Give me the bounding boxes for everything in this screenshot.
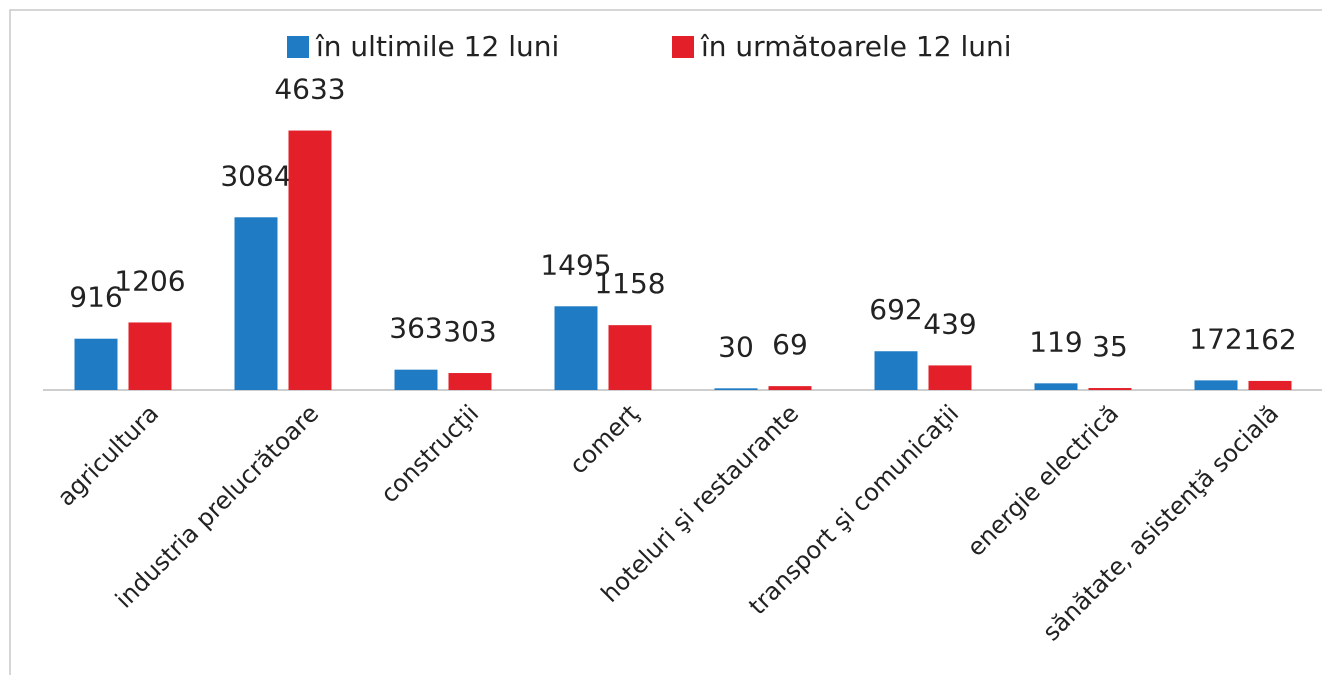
bar [394, 369, 438, 390]
legend-label: în următoarele 12 luni [700, 30, 1012, 63]
x-tick-label: construcţii [375, 399, 484, 508]
data-label: 303 [443, 315, 496, 348]
bar [768, 386, 812, 390]
bar [608, 325, 652, 390]
bar [1248, 380, 1292, 390]
chart-border [9, 9, 1322, 675]
data-label: 439 [923, 307, 976, 340]
bar [288, 130, 332, 390]
data-label: 1495 [540, 248, 611, 281]
bar [234, 217, 278, 390]
bar [874, 351, 918, 390]
bar [128, 322, 172, 390]
data-label: 162 [1243, 323, 1296, 356]
data-label: 30 [718, 330, 754, 363]
bar [1194, 380, 1238, 390]
data-label: 35 [1092, 330, 1128, 363]
data-label: 916 [69, 281, 122, 314]
x-tick-label: comerţ [564, 399, 644, 479]
bar [74, 338, 118, 390]
bar [1034, 383, 1078, 390]
bar [714, 388, 758, 390]
legend-swatch [672, 36, 694, 58]
bar [928, 365, 972, 390]
x-tick-label: energie electrică [962, 399, 1124, 561]
data-label: 1158 [594, 267, 665, 300]
bar [1088, 388, 1132, 390]
data-label: 363 [389, 312, 442, 345]
data-label: 1206 [114, 264, 185, 297]
data-label: 3084 [220, 159, 291, 192]
data-label: 692 [869, 293, 922, 326]
x-tick-label: agricultura [52, 399, 164, 511]
data-label: 172 [1189, 322, 1242, 355]
data-label: 4633 [274, 73, 345, 106]
legend-label: în ultimile 12 luni [315, 30, 559, 63]
data-label: 69 [772, 328, 808, 361]
legend-swatch [287, 36, 309, 58]
bar [554, 306, 598, 390]
bar [448, 373, 492, 390]
data-label: 119 [1029, 325, 1082, 358]
